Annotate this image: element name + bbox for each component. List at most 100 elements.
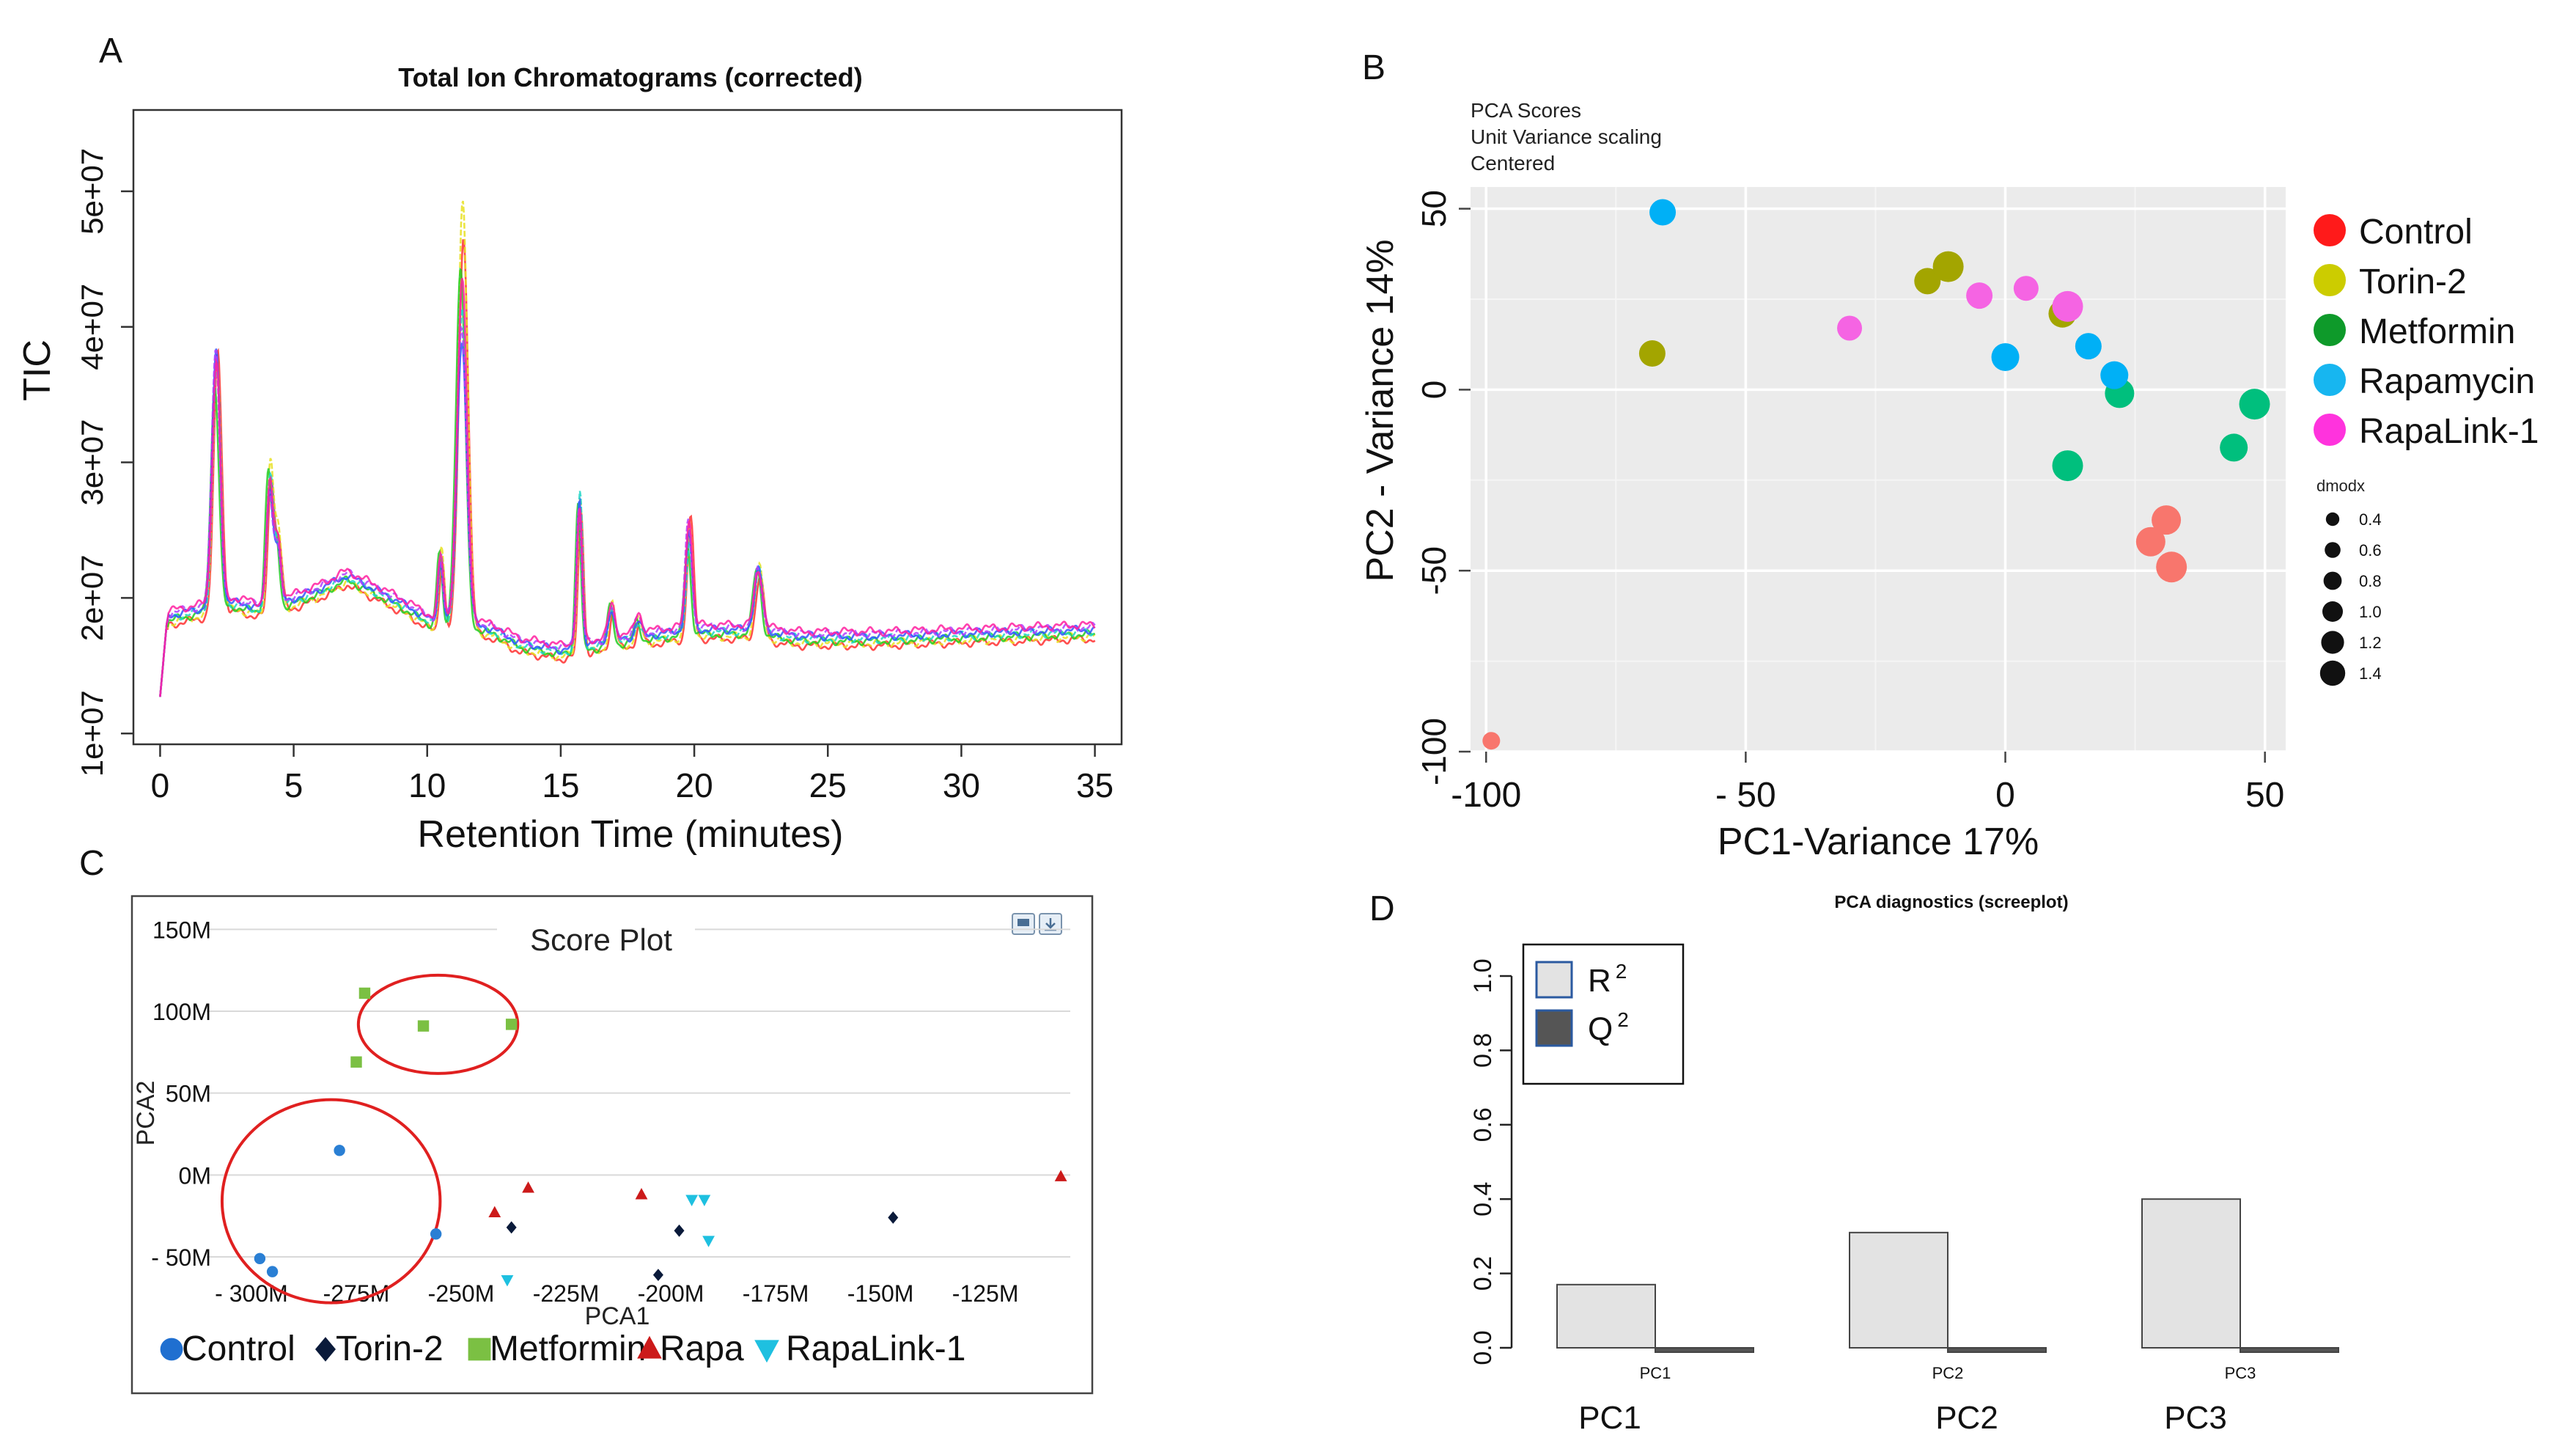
panel-d-x-tick-label-small: PC1 [1640,1364,1671,1382]
panel-b-size-legend-label: 1.0 [2359,603,2382,621]
panel-d-y-tick-label: 0.2 [1469,1256,1497,1291]
panel-c-cluster-ellipse [220,1098,442,1305]
panel-d-legend-swatch-q2 [1535,1009,1573,1047]
panel-d-bars [1556,1198,2339,1353]
panel-d-bar-q2-pc1 [1655,1347,1754,1353]
panel-b-points [1482,199,2270,750]
panel-c-point-rapalink-1 [702,1236,715,1247]
panel-a-x-axis-label: Retention Time (minutes) [418,813,844,856]
panel-b-title-line-1: PCA Scores [1471,99,1581,122]
panel-c-point-metformin [417,1020,430,1032]
panel-a-series-violet [159,325,1096,697]
panel-b-x-tick-label: - 50 [1715,776,1776,815]
panel-b-legend-marker-rapalink-1 [2314,414,2346,446]
panel-d-y-axis: 0.0 0.2 0.4 0.6 0.8 1.0 [1469,958,1513,1365]
panel-b-title-line-2: Unit Variance scaling [1471,125,1662,148]
panel-a-y-axis-label: TIC [16,340,59,401]
panel-c-title-background [497,922,695,959]
panel-b-legend-label: Metformin [2359,312,2515,351]
panel-a-series-yellow [159,200,1096,697]
panel-b-point-torin-2 [1932,251,1964,282]
panel-b-size-legend-marker [2321,631,2344,654]
panel-b-legend: Control Torin-2 Metformin Rapamycin RapaLink… [2314,213,2539,451]
panel-b-size-legend-marker [2319,660,2346,686]
panel-d-y-tick-label: 0.0 [1469,1330,1497,1365]
panel-a-y-tick-label: 1e+07 [75,690,109,777]
panel-c-point-control [266,1266,279,1277]
panel-b-y-tick-label: -50 [1415,546,1453,595]
panel-a-x-tick-label: 25 [809,766,847,804]
panel-c-legend-marker-torin-2 [315,1337,336,1362]
panel-c-x-tick-label: -150M [847,1280,914,1307]
panel-c-y-ticks: - 50M 0M 50M 100M 150M [151,917,211,1271]
panel-d-bar-r2-pc3 [2141,1198,2241,1349]
panel-a: A Total Ion Chromatograms (corrected) 0 5… [16,32,1123,856]
panel-c-point-rapa [635,1188,648,1200]
panel-b-legend-marker-rapamycin [2314,364,2346,396]
panel-b-size-legend-label: 0.6 [2359,541,2382,560]
panel-c-point-rapa [522,1181,534,1193]
panel-c-point-control [334,1145,345,1156]
panel-d-title: PCA diagnostics (screeplot) [1834,892,2068,912]
panel-c-legend-marker-control [160,1338,183,1361]
panel-letter-d: D [1369,889,1395,928]
panel-c-point-rapa [1054,1170,1067,1181]
panel-b-size-legend-title: dmodx [2316,477,2365,495]
panel-c-point-torin-2 [506,1221,517,1234]
panel-b-point-rapalink-1 [1837,315,1863,341]
panel-c-x-tick-label: -125M [952,1280,1019,1307]
panel-b-size-legend-marker [2323,571,2342,590]
panel-d-bar-q2-pc2 [1947,1347,2047,1353]
panel-b-point-rapalink-1 [1966,282,1993,309]
panel-c-legend-label: RapaLink-1 [786,1329,965,1368]
panel-a-x-tick-label: 35 [1076,766,1114,804]
panel-d-bar-r2-pc1 [1556,1283,1656,1349]
panel-letter-b: B [1362,48,1385,87]
panel-c-point-control [254,1252,266,1264]
panel-d-y-tick-label: 1.0 [1469,958,1497,993]
panel-b-point-metformin [2220,433,2248,462]
panel-c-y-axis-label: PCA2 [132,1081,160,1146]
panel-b-grid [1471,187,2286,753]
panel-b: B PCA Scores Unit Variance scaling Cente… [1359,48,2539,863]
panel-c-points [254,987,1067,1287]
panel-c-legend-marker-rapa [637,1335,662,1359]
panel-c-x-tick-label: -175M [743,1280,809,1307]
panel-c-frame [130,895,1094,1395]
panel-b-point-control [1482,732,1501,750]
panel-a-series-group [159,200,1096,697]
panel-b-point-rapamycin [1649,199,1677,226]
panel-d-x-tick-label-small: PC2 [1932,1364,1964,1382]
panel-c-point-rapalink-1 [685,1195,699,1206]
panel-b-y-tick-label: -100 [1415,718,1453,785]
panel-c-point-rapalink-1 [501,1274,514,1287]
panel-b-legend-label: Control [2359,213,2473,252]
panel-c-x-tick-label: -225M [533,1280,600,1307]
panel-b-size-legend-marker [2325,542,2341,558]
panel-c-point-control [430,1228,442,1240]
panel-letter-a: A [99,32,122,70]
panel-b-point-rapamycin [2100,361,2129,389]
panel-d-bar-q2-pc3 [2240,1347,2339,1353]
panel-b-point-rapamycin [2075,333,2102,360]
panel-c-y-tick-label: 150M [152,917,211,943]
panel-c-point-torin-2 [674,1224,685,1237]
panel-a-x-ticks: 0 5 10 15 20 25 30 35 [151,744,1114,804]
panel-letter-c: C [79,844,105,883]
panel-a-y-ticks: 1e+07 2e+07 3e+07 4e+07 5e+07 [75,148,133,777]
panel-c-x-tick-label: - 300M [215,1280,288,1307]
panel-b-y-ticks: -100 -50 0 50 [1415,190,1471,785]
panel-b-x-tick-label: 50 [2245,776,2284,815]
panel-b-x-tick-label: 0 [1995,776,2015,815]
panel-c-y-tick-label: 50M [166,1081,211,1107]
panel-b-y-tick-label: 50 [1415,190,1453,227]
panel-c-y-tick-label: - 50M [151,1244,211,1271]
panel-b-point-control [2156,551,2187,583]
panel-b-point-rapamycin [1991,342,2020,371]
panel-b-point-torin-2 [1638,340,1666,367]
panel-d-bar-r2-pc2 [1849,1231,1948,1349]
panel-a-x-tick-label: 30 [943,766,980,804]
